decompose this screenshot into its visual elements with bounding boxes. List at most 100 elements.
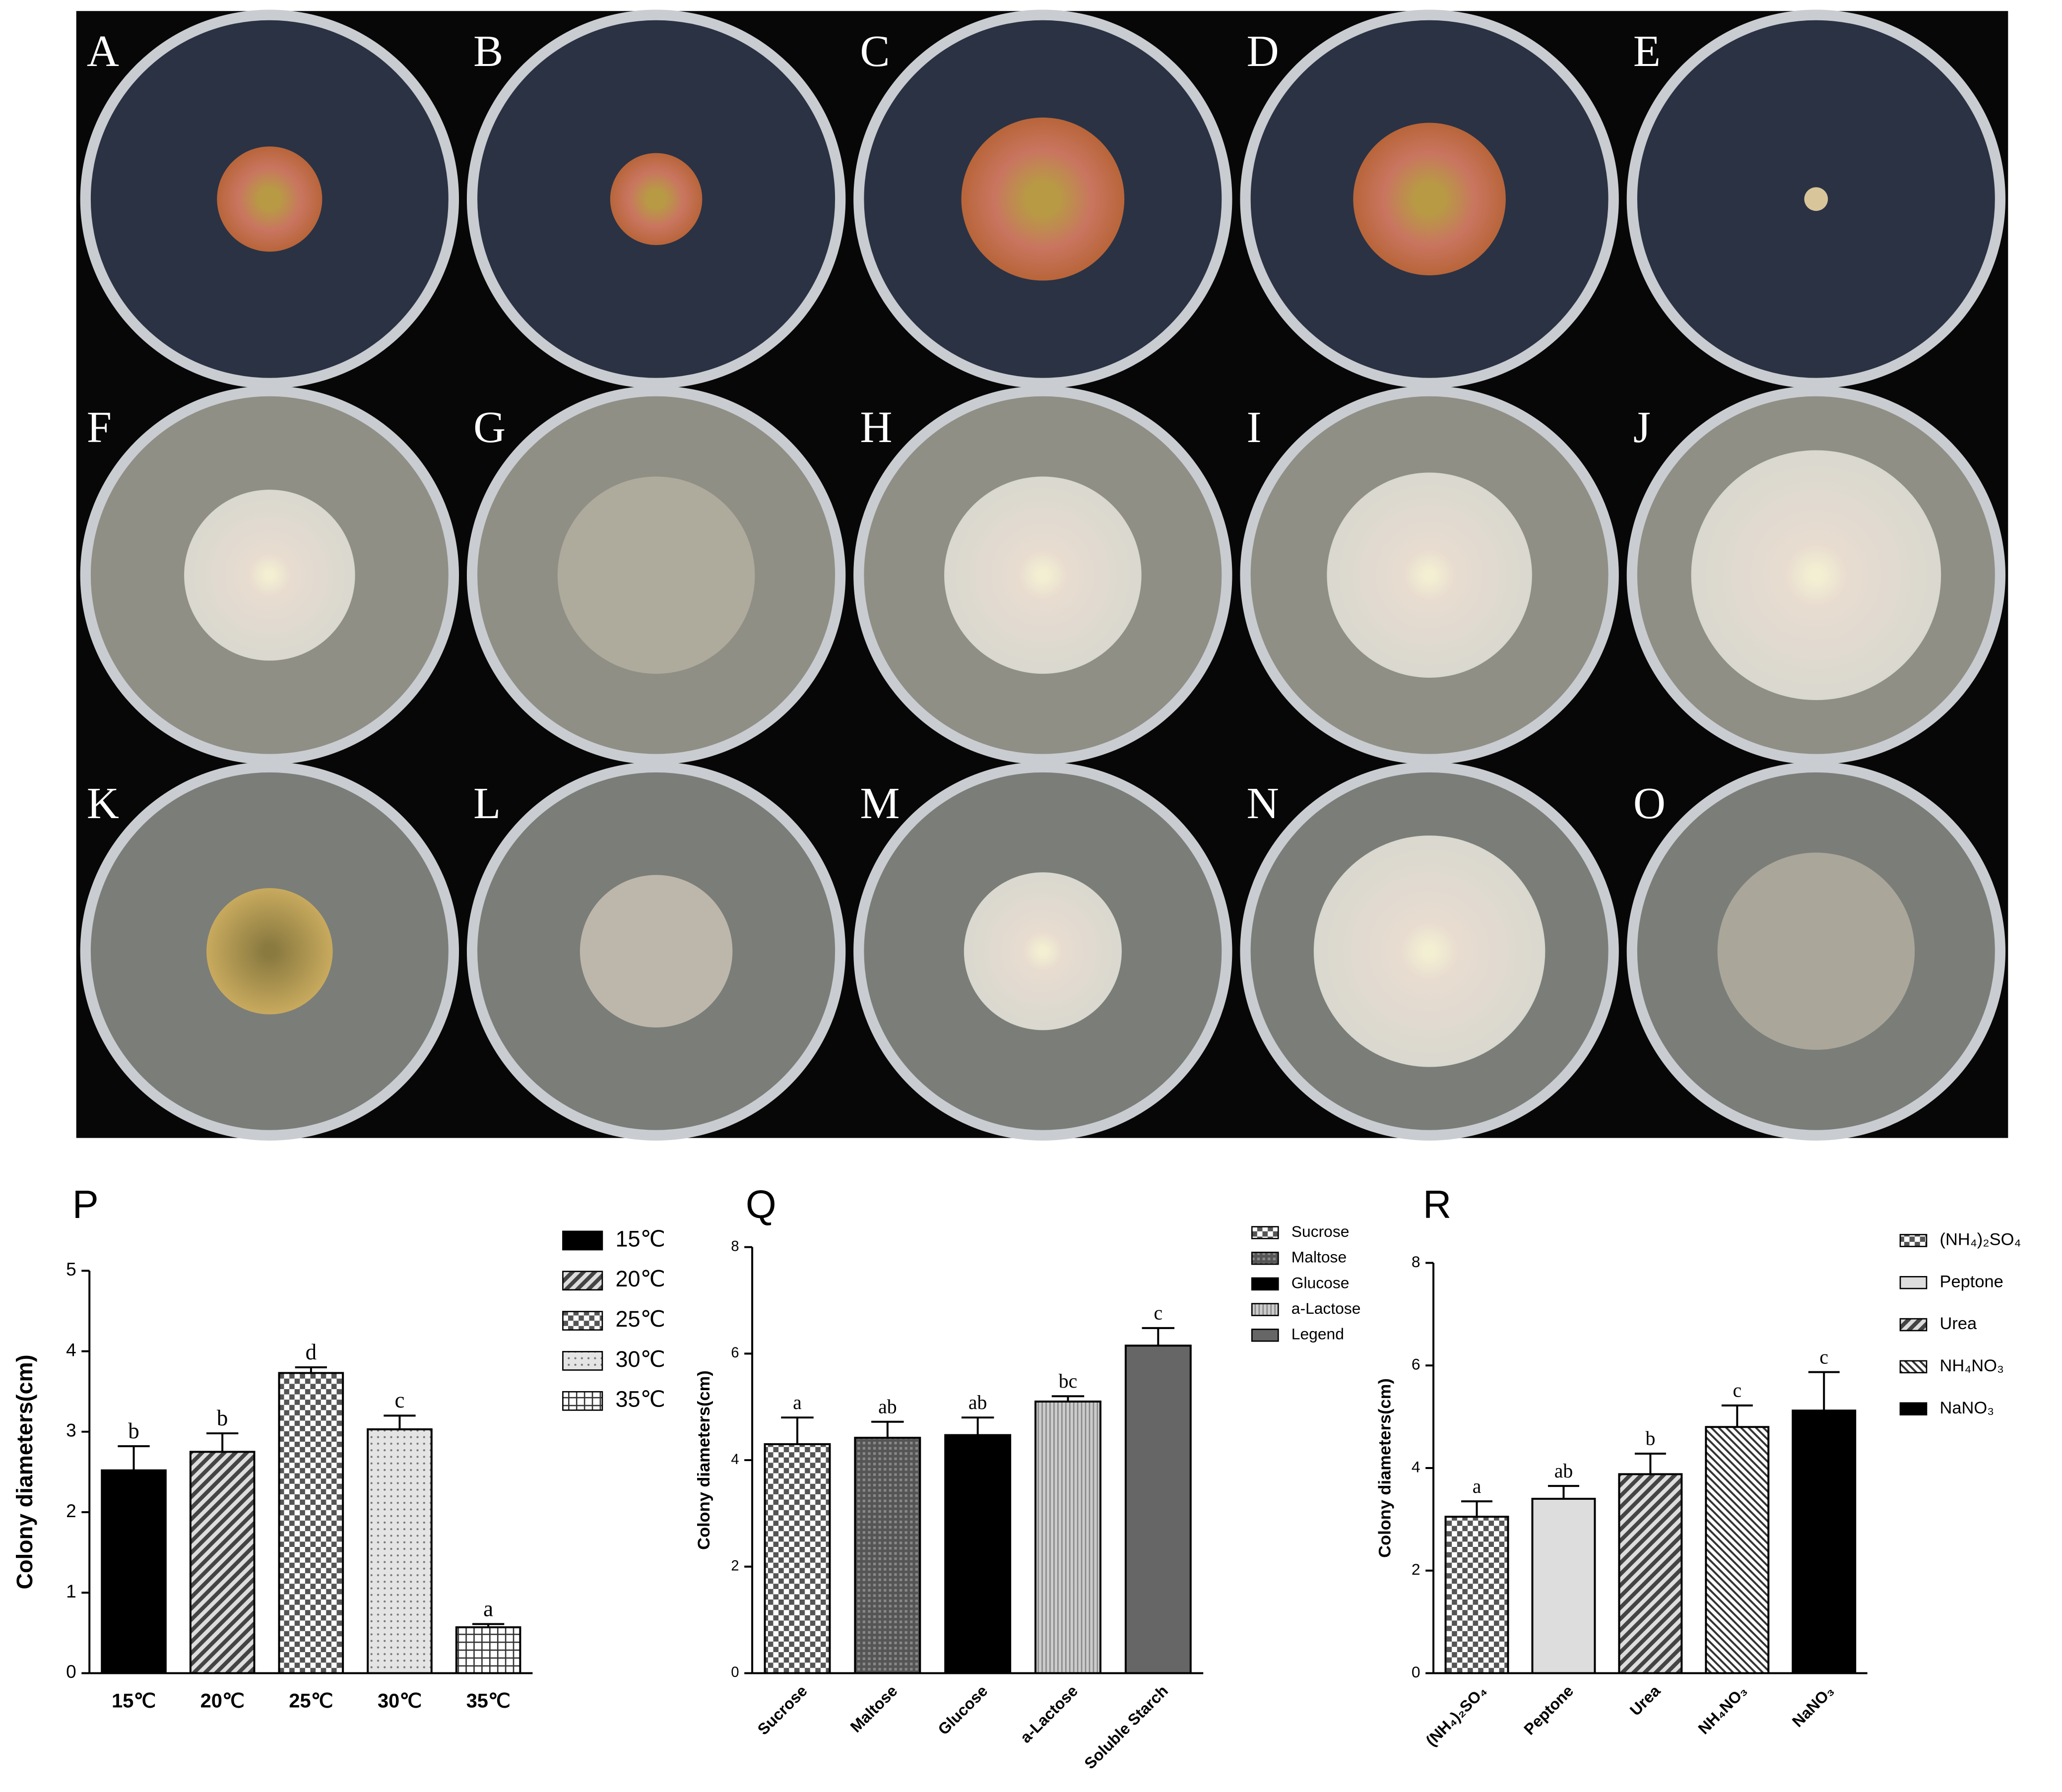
y-tick-label: 4 [1412, 1458, 1420, 1475]
significance-label: a [793, 1392, 802, 1413]
colony [580, 875, 733, 1028]
significance-label: b [1645, 1428, 1655, 1450]
legend-swatch [562, 1351, 603, 1371]
significance-label: d [306, 1340, 317, 1364]
error-bar [206, 1432, 239, 1452]
legend-label: Legend [1291, 1325, 1344, 1343]
legend-swatch [1251, 1277, 1279, 1291]
panel-label: L [473, 779, 501, 828]
panel-label: M [860, 779, 900, 828]
bar [1034, 1401, 1101, 1674]
y-tick-label: 0 [731, 1664, 739, 1680]
colony [206, 888, 333, 1015]
y-tick-label: 2 [66, 1500, 76, 1521]
bar [1531, 1498, 1596, 1674]
panel-label: D [1247, 27, 1279, 76]
y-tick-label: 0 [1412, 1663, 1420, 1681]
legend-label: Urea [1940, 1314, 1977, 1333]
panel-label: O [1633, 779, 1666, 828]
error-bar [1051, 1395, 1085, 1402]
legend-label: (NH₄)₂SO₄ [1940, 1230, 2021, 1249]
legend-swatch [562, 1271, 603, 1291]
legend-label: 30℃ [615, 1346, 665, 1372]
legend-label: NH₄NO₃ [1940, 1356, 2004, 1375]
colony [964, 872, 1122, 1030]
colony [610, 153, 703, 245]
x-tick-label: (NH₄)₂SO₄ [1422, 1682, 1490, 1750]
colony [944, 476, 1142, 674]
legend-label: Peptone [1940, 1272, 2003, 1291]
x-tick-label: 35℃ [466, 1690, 511, 1712]
legend-label: Maltose [1291, 1248, 1347, 1266]
legend-swatch [1899, 1318, 1928, 1332]
error-bar [472, 1623, 505, 1628]
y-axis-title: Colony diameters(cm) [1376, 1378, 1395, 1558]
y-tick-label: 1 [66, 1581, 76, 1601]
panel-label: Q [746, 1182, 776, 1226]
legend-swatch [1899, 1402, 1928, 1415]
significance-label: ab [1554, 1460, 1573, 1482]
legend-label: a-Lactose [1291, 1299, 1361, 1317]
significance-label: b [217, 1406, 228, 1430]
error-bar [781, 1416, 814, 1444]
panel-label: P [72, 1182, 99, 1226]
colony [557, 476, 755, 674]
x-tick-label: a-Lactose [1017, 1682, 1081, 1746]
panel-label: H [860, 403, 892, 452]
significance-label: a [483, 1596, 493, 1621]
x-tick-label: 15℃ [112, 1690, 156, 1712]
colony [1691, 450, 1941, 701]
legend-label: NaNO₃ [1940, 1399, 1995, 1417]
y-tick-label: 3 [66, 1420, 76, 1441]
x-tick-label: Glucose [934, 1682, 991, 1738]
error-bar [1721, 1404, 1753, 1427]
panel-label: N [1247, 779, 1279, 828]
colony [1327, 472, 1532, 678]
x-tick-label: Maltose [846, 1682, 901, 1736]
panel-label: F [87, 403, 112, 452]
bar [944, 1434, 1012, 1674]
x-tick-label: Soluble Starch [1081, 1682, 1171, 1773]
significance-label: b [128, 1418, 139, 1443]
colony [1353, 123, 1506, 275]
significance-label: a [1473, 1475, 1482, 1497]
legend-swatch [562, 1391, 603, 1411]
error-bar [1461, 1500, 1493, 1517]
panel-label: J [1633, 403, 1651, 452]
y-tick-label: 6 [1412, 1355, 1420, 1373]
legend-label: Sucrose [1291, 1222, 1350, 1240]
x-tick-label: 30℃ [378, 1690, 422, 1712]
x-tick-label: NaNO₃ [1789, 1682, 1837, 1730]
bar [101, 1469, 167, 1674]
significance-label: ab [878, 1396, 897, 1417]
legend-swatch [1251, 1251, 1279, 1265]
significance-label: c [1733, 1379, 1741, 1401]
panel-label: I [1247, 403, 1262, 452]
bar [455, 1626, 521, 1674]
bar [1124, 1344, 1192, 1674]
error-bar [1808, 1371, 1840, 1411]
bar [278, 1372, 344, 1674]
bar [1792, 1409, 1857, 1674]
bar [1618, 1473, 1683, 1674]
bar [1705, 1426, 1770, 1674]
charts: P 0 1 2 3 4 5 Colony diameters(cm) b 15℃ b 20℃ d 25℃ c… [12, 1182, 2021, 1772]
x-tick-label: Peptone [1520, 1682, 1577, 1738]
y-axis-title: Colony diameters(cm) [12, 1354, 37, 1589]
legend-label: 15℃ [615, 1226, 665, 1251]
legend-swatch [1899, 1360, 1928, 1374]
y-tick-label: 5 [66, 1259, 76, 1280]
y-tick-label: 6 [731, 1345, 739, 1361]
legend-swatch [1251, 1226, 1279, 1239]
colony [961, 117, 1125, 281]
error-bar [118, 1445, 150, 1471]
x-tick-label: 25℃ [289, 1690, 333, 1712]
colony [1313, 835, 1546, 1067]
y-tick-label: 2 [1412, 1560, 1420, 1578]
legend-swatch [1251, 1303, 1279, 1316]
significance-label: ab [968, 1392, 987, 1413]
panel-label: A [87, 27, 119, 76]
photo-grid: A B C D E F G H I J K L M N O [80, 9, 2006, 1141]
y-tick-label: 4 [731, 1452, 739, 1468]
